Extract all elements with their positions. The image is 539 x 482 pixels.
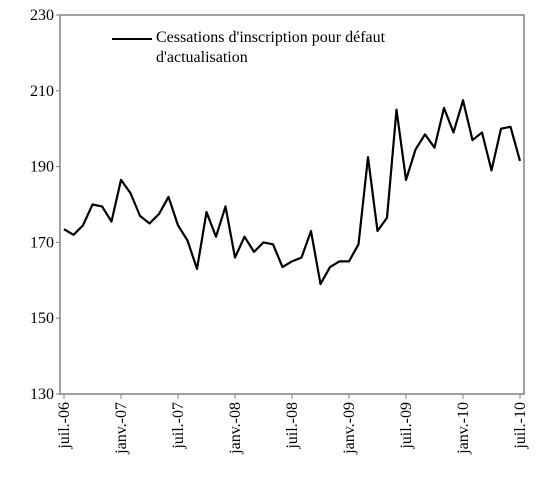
x-tick-label: juil.-06 [56,402,73,450]
legend-label: Cessations d'inscription pour défaut d'a… [156,29,386,66]
x-tick-label: janv.-08 [227,402,244,455]
y-tick-label: 190 [30,159,54,176]
legend: Cessations d'inscription pour défaut d'a… [112,28,442,68]
x-tick-label: juil.-07 [170,402,187,450]
x-tick-label: janv.-10 [455,402,472,455]
y-tick-label: 210 [30,83,54,100]
x-tick-label: juil.-08 [284,402,301,450]
legend-swatch [112,38,152,40]
x-tick-label: janv.-09 [341,402,358,455]
y-tick-label: 230 [30,7,54,24]
plot-area [59,14,525,395]
y-tick-label: 130 [30,386,54,403]
x-tick-label: janv.-07 [113,402,130,455]
data-line [63,99,522,286]
x-tick-label: juil.-10 [512,402,529,450]
y-tick-label: 170 [30,234,54,251]
x-tick-label: juil.-09 [398,402,415,450]
y-tick-label: 150 [30,310,54,327]
